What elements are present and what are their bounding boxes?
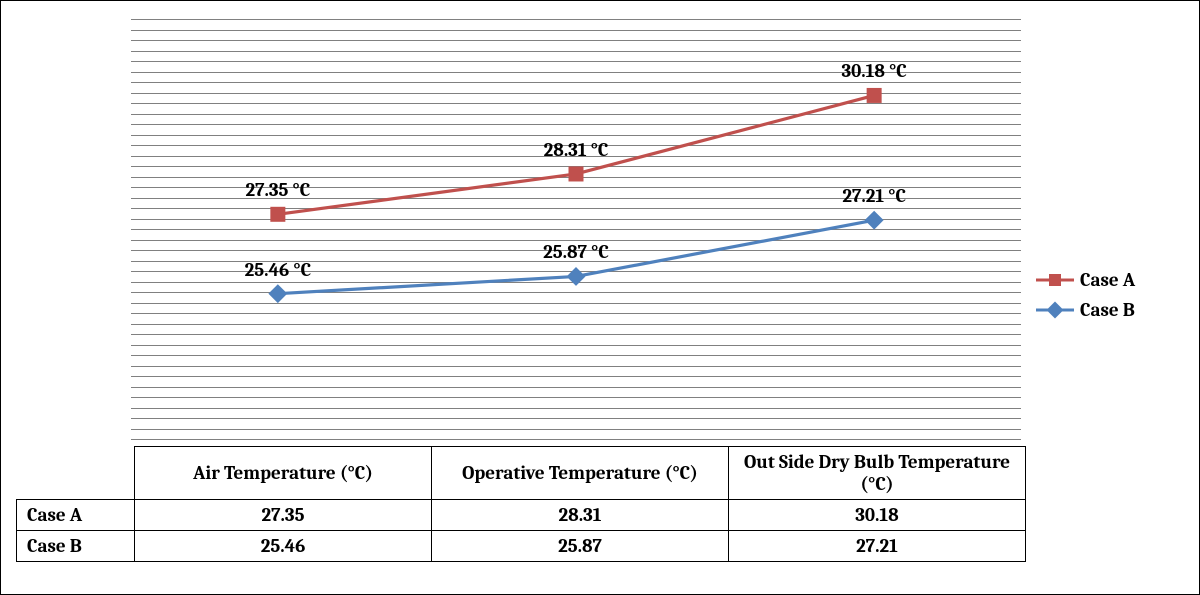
data-label: 28.31 °C	[544, 139, 609, 161]
table-cell: 30.18	[729, 500, 1026, 531]
table-cell: 25.87	[432, 531, 729, 562]
chart-frame: 27.35 °C 28.31 °C 30.18 °C 25.46 °C 25.87 °C…	[0, 0, 1200, 595]
table-cell: 25.46	[135, 531, 432, 562]
legend-label: Case B	[1080, 299, 1135, 321]
table-row-header: Case A	[17, 500, 135, 531]
marker-square	[867, 88, 881, 102]
table-row: Case B25.4625.8727.21	[17, 531, 1026, 562]
data-label: 27.35 °C	[245, 179, 310, 201]
legend-marker-diamond	[1047, 302, 1064, 319]
legend-marker-square	[1049, 274, 1061, 286]
legend-swatch	[1036, 272, 1074, 288]
legend-item: Case B	[1036, 299, 1186, 321]
data-label: 25.46 °C	[245, 259, 311, 281]
table-cell: 28.31	[432, 500, 729, 531]
gridline	[131, 439, 1021, 440]
table-column-header: Out Side Dry Bulb Temperature (°C)	[729, 447, 1026, 500]
table-cell: 27.21	[729, 531, 1026, 562]
table-row-header: Case B	[17, 531, 135, 562]
plot-area: 27.35 °C 28.31 °C 30.18 °C 25.46 °C 25.87 °C…	[131, 19, 1021, 439]
marker-square	[271, 207, 285, 221]
data-label: 27.21 °C	[842, 185, 906, 207]
marker-diamond	[567, 268, 585, 285]
data-label: 25.87 °C	[543, 241, 609, 263]
data-label: 30.18 °C	[842, 60, 907, 82]
marker-diamond	[865, 211, 883, 229]
legend-item: Case A	[1036, 269, 1186, 291]
table-cell: 27.35	[135, 500, 432, 531]
legend: Case A Case B	[1036, 261, 1186, 329]
table-column-header: Air Temperature (°C)	[135, 447, 432, 500]
table-column-header: Operative Temperature (°C)	[432, 447, 729, 500]
legend-swatch	[1036, 302, 1074, 318]
marker-square	[569, 167, 583, 181]
table-stub	[17, 447, 135, 500]
legend-label: Case A	[1080, 269, 1135, 291]
marker-diamond	[269, 285, 287, 303]
table-row: Case A27.3528.3130.18	[17, 500, 1026, 531]
data-table: Air Temperature (°C)Operative Temperatur…	[16, 446, 1026, 562]
